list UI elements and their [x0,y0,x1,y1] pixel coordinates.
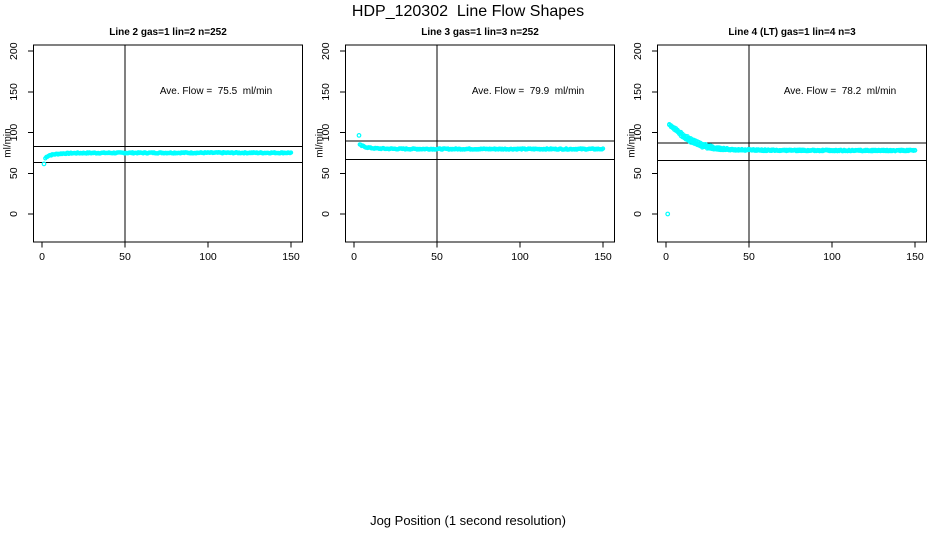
y-tick-label: 100 [8,124,20,142]
outlier-point [41,161,47,167]
figure-title: HDP_120302 Line Flow Shapes [351,3,585,20]
panel-line2: Line 2 gas=1 lin=2 n=252 ml/min Ave. Flo… [0,0,312,300]
y-tick-label: 150 [320,83,332,101]
y-tick-label: 50 [632,167,644,179]
plot-area-line4: 0 50 100 150 0 50 100 150 200 [632,42,927,263]
x-tick-label: 0 [351,251,357,263]
plot-box [33,44,303,243]
ave-flow-annotation: Ave. Flow = 78.2 ml/min [783,86,897,97]
y-tick-label: 50 [8,167,20,179]
panel-title: Line 3 gas=1 lin=3 n=252 [421,27,539,38]
y-tick-label: 200 [320,42,332,60]
y-tick-label: 200 [632,42,644,60]
x-tick-label: 50 [743,251,755,263]
plot-area-line2: 0 50 100 150 0 50 100 150 200 [8,42,303,263]
y-tick-label: 150 [8,83,20,101]
y-tick-label: 150 [632,83,644,101]
panel-line4: Line 4 (LT) gas=1 lin=4 n=3 ml/min Ave. … [624,0,936,300]
outlier-point [356,132,362,138]
x-tick-label: 150 [906,251,924,263]
axes [28,44,303,248]
x-tick-label: 150 [594,251,612,263]
data-points [41,149,294,167]
y-tick-label: 200 [8,42,20,60]
x-tick-label: 50 [431,251,443,263]
x-tick-label: 50 [119,251,131,263]
ave-flow-annotation: Ave. Flow = 75.5 ml/min [159,86,273,97]
y-tick-label: 0 [632,211,644,217]
x-axis-caption: Jog Position (1 second resolution) [370,513,566,528]
panel-title: Line 2 gas=1 lin=2 n=252 [109,27,227,38]
x-tick-label: 100 [511,251,529,263]
x-tick-label: 0 [39,251,45,263]
x-tick-label: 0 [663,251,669,263]
y-tick-label: 0 [320,211,332,217]
plot-box [657,44,927,243]
ave-flow-annotation: Ave. Flow = 79.9 ml/min [471,86,585,97]
data-points [665,121,918,217]
plot-box [345,44,615,243]
panel-title: Line 4 (LT) gas=1 lin=4 n=3 [728,27,856,38]
y-tick-label: 0 [8,211,20,217]
y-tick-label: 100 [632,124,644,142]
plot-area-line3: 0 50 100 150 0 50 100 150 200 [320,42,615,263]
axes [652,44,927,248]
panel-line3: Line 3 gas=1 lin=3 n=252 ml/min Ave. Flo… [312,0,624,300]
outlier-point [665,211,671,217]
x-tick-label: 100 [823,251,841,263]
x-tick-label: 100 [199,251,217,263]
y-tick-label: 100 [320,124,332,142]
y-tick-label: 50 [320,167,332,179]
axes [340,44,615,248]
x-tick-label: 150 [282,251,300,263]
data-points [356,132,606,152]
